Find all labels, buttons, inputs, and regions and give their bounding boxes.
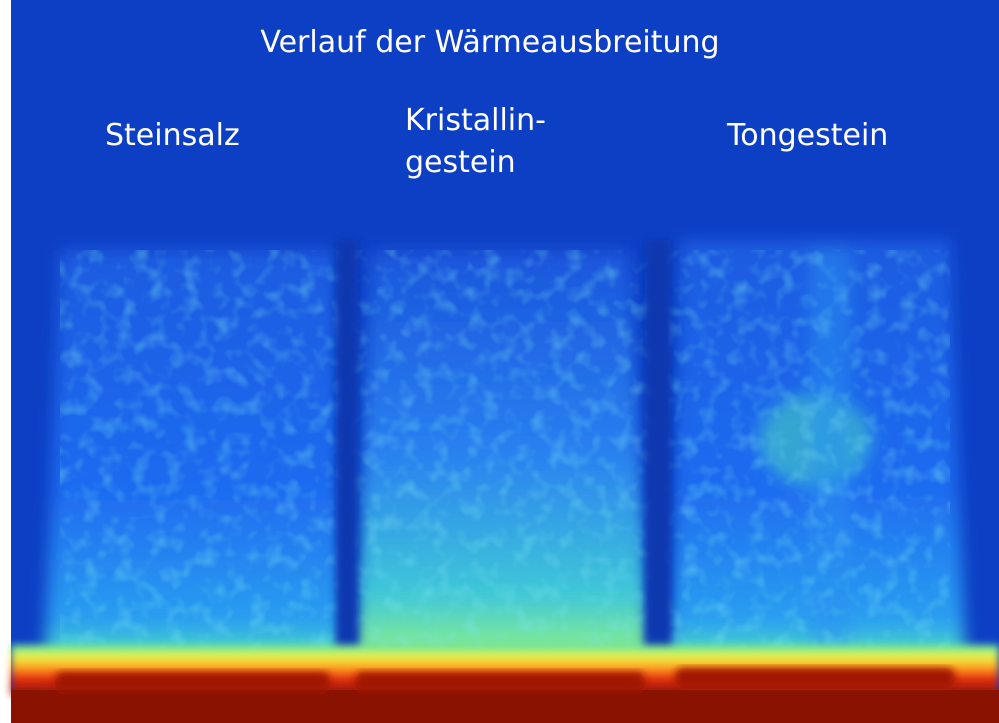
- sample-label: Kristallin-: [405, 103, 546, 138]
- heat-plate: [11, 645, 999, 723]
- sample-label: Steinsalz: [105, 118, 240, 153]
- sample-label: gestein: [405, 145, 516, 180]
- page: Verlauf der Wärmeausbreitung Steinsalz K…: [0, 0, 999, 723]
- title: Verlauf der Wärmeausbreitung: [260, 25, 719, 60]
- sample-label: Tongestein: [726, 118, 888, 153]
- texture: [60, 250, 950, 650]
- thermal-image: Verlauf der Wärmeausbreitung Steinsalz K…: [0, 0, 999, 723]
